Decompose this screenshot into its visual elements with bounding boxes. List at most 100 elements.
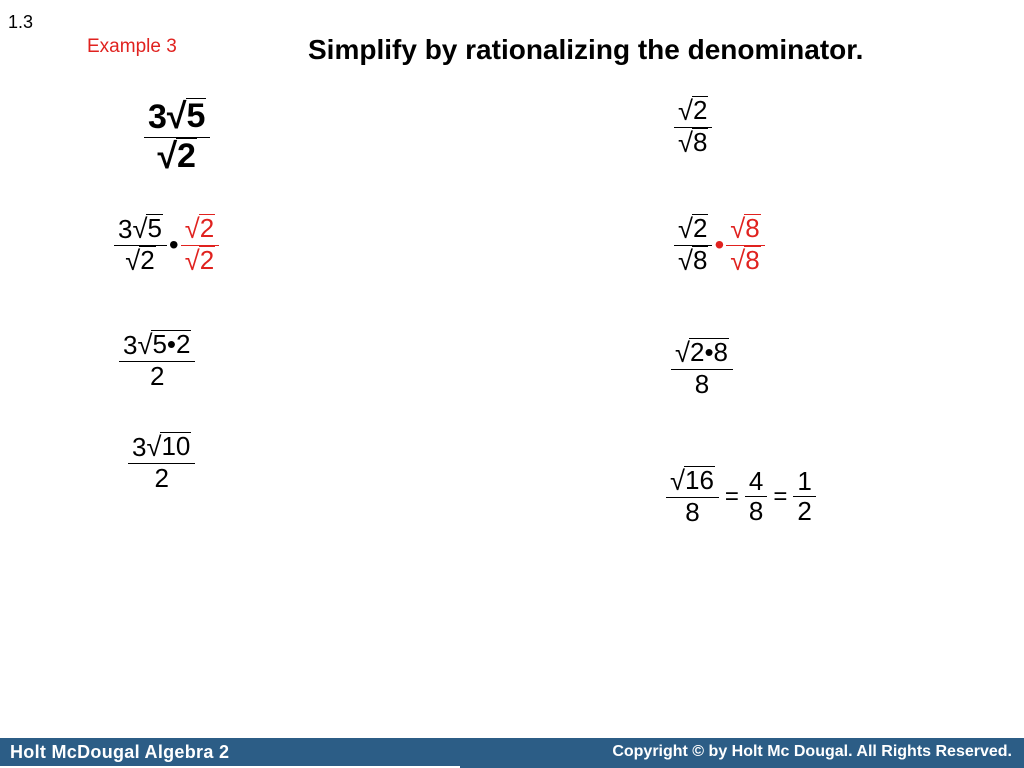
equals-sign: =	[724, 482, 739, 510]
radicand: 8	[744, 244, 761, 275]
radicand: 5	[146, 213, 163, 243]
section-number: 1.3	[8, 12, 34, 32]
fraction-bar	[671, 368, 734, 370]
radicand: 8	[691, 126, 709, 157]
radicand: 2	[139, 244, 156, 275]
radical-sign: √	[184, 213, 200, 244]
radical: √ 5	[132, 213, 163, 244]
fraction: √ 2 √ 8	[674, 214, 713, 277]
radical: √ 8	[678, 126, 709, 158]
denominator: √ 8	[674, 126, 712, 159]
radical: √ 5•2	[137, 329, 192, 359]
radical-sign: √	[670, 465, 685, 496]
left-step-2: 3 √ 5 √ 2 • √ 2 √ 2	[114, 214, 220, 277]
numerator: 3 √ 5	[144, 98, 210, 137]
radical-sign: √	[678, 95, 693, 126]
multiplier-fraction: √ 8 √ 8	[726, 214, 765, 277]
page-title: Simplify by rationalizing the denominato…	[308, 34, 864, 65]
radical: √ 2	[678, 95, 709, 126]
radical: √ 5	[167, 98, 207, 135]
radical: √ 2•8	[675, 337, 730, 368]
radicand: 2	[176, 137, 197, 176]
numerator: √ 8	[726, 214, 764, 245]
radical: √ 2	[125, 244, 156, 276]
fraction: 3 √ 5 √ 2	[114, 214, 167, 277]
denominator: 2	[150, 360, 165, 391]
fraction-bar	[744, 496, 768, 498]
radical: √ 8	[730, 244, 761, 275]
multiply-dot: •	[168, 229, 179, 261]
fraction: √ 2 √ 8	[674, 96, 713, 159]
radicand: 5•2	[151, 329, 192, 359]
denominator: √ 8	[674, 244, 712, 277]
fraction-bar	[674, 126, 713, 128]
radicand: 2	[198, 213, 216, 243]
radicand: 10	[160, 431, 192, 461]
footer-book-title: Holt McDougal Algebra 2	[10, 742, 230, 762]
footer-divider	[0, 766, 460, 768]
radical-sign: √	[678, 213, 693, 244]
radical-sign: √	[184, 244, 200, 276]
denominator: 8	[694, 368, 710, 399]
radical-sign: √	[125, 244, 141, 276]
fraction-bar	[119, 360, 196, 362]
radicand: 2	[198, 244, 216, 275]
radical-sign: √	[675, 337, 690, 368]
denominator: 8	[748, 496, 764, 527]
numerator: √ 2	[181, 214, 219, 245]
denominator: √ 2	[153, 138, 201, 177]
example-label: Example 3	[87, 36, 177, 57]
radical: √ 16	[670, 466, 715, 494]
radical: √ 2	[184, 244, 216, 276]
fraction: 3 √ 5•2 2	[119, 329, 196, 392]
denominator: 2	[797, 496, 812, 527]
numerator: 4	[748, 465, 764, 496]
radical-sign: √	[166, 96, 187, 136]
numerator: √ 2	[674, 96, 712, 127]
right-step-2: √ 2 √ 8 • √ 8 √ 8	[674, 214, 765, 277]
denominator: 8	[685, 496, 700, 527]
radical: √ 2	[157, 138, 197, 175]
denominator: 2	[154, 462, 169, 493]
radicand: 8	[744, 213, 761, 243]
equals-sign: =	[773, 482, 788, 510]
fraction: 1 2	[793, 465, 816, 528]
right-step-1: √ 2 √ 8	[674, 96, 713, 159]
fraction-bar	[674, 244, 713, 246]
numerator: 3 √ 5	[114, 214, 167, 245]
fraction-bar	[726, 244, 765, 246]
radical-sign: √	[678, 126, 693, 158]
radical-sign: √	[157, 136, 178, 177]
radicand: 2•8	[688, 337, 730, 367]
fraction-bar	[128, 462, 196, 464]
denominator: √ 8	[726, 244, 764, 277]
radicand: 8	[691, 244, 709, 275]
coefficient: 3	[132, 432, 147, 462]
radical: √ 2	[184, 213, 216, 244]
right-step-3: √ 2•8 8	[671, 337, 734, 400]
radical-sign: √	[730, 213, 746, 244]
radical-sign: √	[132, 213, 148, 244]
numerator: 1	[797, 465, 812, 496]
radical: √ 8	[730, 213, 761, 244]
left-step-3: 3 √ 5•2 2	[119, 329, 196, 392]
numerator: √ 16	[666, 466, 719, 497]
radical-sign: √	[146, 431, 162, 462]
numerator: 3 √ 10	[128, 432, 195, 463]
multiply-dot: •	[714, 229, 725, 261]
footer-copyright: Copyright © by Holt Mc Dougal. All Right…	[612, 743, 1012, 760]
fraction: 3 √ 10 2	[128, 432, 196, 494]
radical-sign: √	[678, 244, 693, 276]
radical: √ 8	[678, 244, 709, 276]
numerator: √ 2	[674, 214, 712, 245]
fraction: √ 2•8 8	[671, 337, 734, 400]
radicand: 2	[691, 213, 709, 243]
radical: √ 10	[146, 431, 192, 462]
fraction-bar	[793, 496, 816, 498]
coefficient: 3	[118, 214, 133, 244]
fraction-bar	[144, 137, 211, 139]
left-step-4: 3 √ 10 2	[128, 432, 196, 494]
fraction-bar	[114, 244, 167, 246]
multiplier-fraction: √ 2 √ 2	[180, 214, 220, 277]
coefficient: 3	[123, 330, 138, 360]
